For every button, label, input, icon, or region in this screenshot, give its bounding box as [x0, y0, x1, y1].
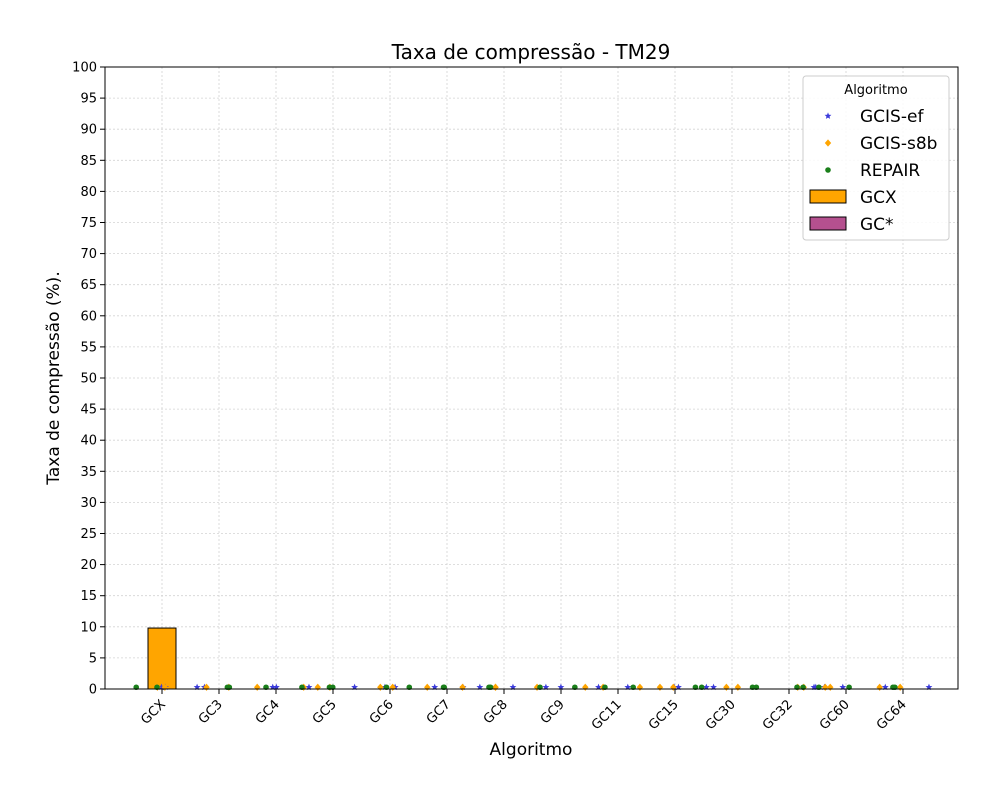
x-axis-title: Algoritmo	[490, 740, 573, 760]
marker-gcis-s8b-gc60	[822, 683, 829, 691]
marker-gcis-s8b-gc30	[734, 683, 742, 691]
marker-gcis-s8b-gc6	[377, 683, 384, 691]
marker-gcis-s8b-gc60	[827, 683, 834, 691]
y-tick-label: 100	[72, 61, 97, 76]
marker-gcis-s8b-gc11	[636, 683, 644, 691]
marker-gcis-s8b-gc64	[876, 683, 883, 691]
marker-gcis-s8b-gc3	[203, 683, 210, 691]
y-tick-label: 10	[80, 620, 97, 635]
marker-gcis-s8b-gc9	[582, 683, 589, 691]
y-tick-label: 20	[80, 558, 97, 573]
x-tick-label: GC3	[196, 697, 226, 727]
y-tick-label: 0	[89, 683, 97, 698]
marker-layer	[133, 683, 933, 691]
legend-label: GCIS-s8b	[860, 134, 937, 154]
marker-gcis-s8b-gc15	[656, 683, 664, 691]
legend-marker	[824, 112, 832, 119]
x-axis-ticks: GCX GC3 GC4 GC5 GC6 GC7 GC8 GC9 GC11 GC15 GC30 GC32…	[138, 689, 910, 733]
marker-gcis-s8b-gc6	[389, 683, 396, 691]
legend-entry-gcx: GCX	[809, 188, 897, 208]
x-tick-label: GC60	[817, 697, 853, 733]
x-tick-label: GC9	[538, 697, 568, 727]
marker-gcis-s8b-gc7	[424, 683, 431, 691]
legend-swatch	[809, 216, 847, 231]
x-tick-label: GC8	[481, 697, 511, 727]
bar-layer	[147, 627, 177, 690]
y-tick-label: 75	[80, 216, 97, 231]
legend-entry-gc-: GC*	[809, 215, 894, 235]
chart-title: Taxa de compressão - TM29	[391, 40, 671, 64]
marker-gcis-s8b-gc64	[896, 683, 904, 691]
bar-gcx-gcx	[147, 627, 177, 690]
x-tick-label: GCX	[138, 697, 169, 728]
marker-gcis-s8b-gc5	[314, 683, 321, 691]
x-tick-label: GC4	[253, 697, 283, 727]
x-tick-label: GC30	[703, 697, 739, 733]
marker-gcis-s8b-gc4	[254, 683, 261, 691]
y-axis-title: Taxa de compressão (%).	[44, 271, 64, 485]
x-tick-label: GC64	[874, 697, 910, 733]
y-tick-label: 65	[80, 278, 97, 293]
marker-gcis-s8b-gcx	[161, 683, 169, 691]
y-tick-label: 45	[80, 403, 97, 418]
legend-marker	[824, 139, 832, 147]
legend: Algoritmo GCIS-ef GCIS-s8b REPAIR GCX GC*	[802, 75, 950, 241]
y-tick-label: 90	[80, 123, 97, 138]
y-tick-label: 5	[89, 651, 97, 666]
y-tick-label: 30	[80, 496, 97, 511]
x-tick-label: GC6	[367, 697, 397, 727]
legend-entry-gcis-ef: GCIS-ef	[824, 107, 924, 127]
legend-label: GCIS-ef	[860, 107, 924, 127]
y-tick-label: 50	[80, 372, 97, 387]
legend-label: GCX	[860, 188, 897, 208]
legend-label: REPAIR	[860, 161, 920, 181]
y-tick-label: 60	[80, 309, 97, 324]
marker-gcis-s8b-gc15	[670, 683, 677, 691]
marker-gcis-s8b-gc8	[492, 683, 499, 691]
y-tick-label: 15	[80, 589, 97, 604]
y-tick-label: 95	[80, 92, 97, 107]
y-tick-label: 55	[80, 340, 97, 355]
legend-marker	[825, 167, 831, 173]
legend-entry-gcis-s8b: GCIS-s8b	[824, 134, 937, 154]
y-tick-label: 70	[80, 247, 97, 262]
legend-label: GC*	[860, 215, 894, 235]
marker-gcis-s8b-gc9	[533, 683, 541, 691]
y-tick-label: 35	[80, 465, 97, 480]
x-tick-label: GC7	[424, 697, 454, 727]
x-tick-label: GC11	[589, 697, 625, 733]
x-tick-label: GC32	[760, 697, 796, 733]
legend-title: Algoritmo	[844, 83, 907, 98]
legend-entries: GCIS-ef GCIS-s8b REPAIR GCX GC*	[809, 107, 937, 235]
y-tick-label: 80	[80, 185, 97, 200]
marker-gcis-s8b-gc7	[459, 683, 466, 691]
y-tick-label: 40	[80, 434, 97, 449]
x-tick-label: GC5	[310, 697, 340, 727]
y-tick-label: 25	[80, 527, 97, 542]
y-tick-label: 85	[80, 154, 97, 169]
y-axis-ticks: 0 5 10 15 20 25 30 35 40 45 50 55 60 65 70 75 80 85 90 95 10…	[72, 61, 105, 698]
x-tick-label: GC15	[646, 697, 682, 733]
legend-entry-repair: REPAIR	[825, 161, 920, 181]
marker-gcis-s8b-gc30	[723, 683, 730, 691]
legend-swatch	[809, 189, 847, 204]
